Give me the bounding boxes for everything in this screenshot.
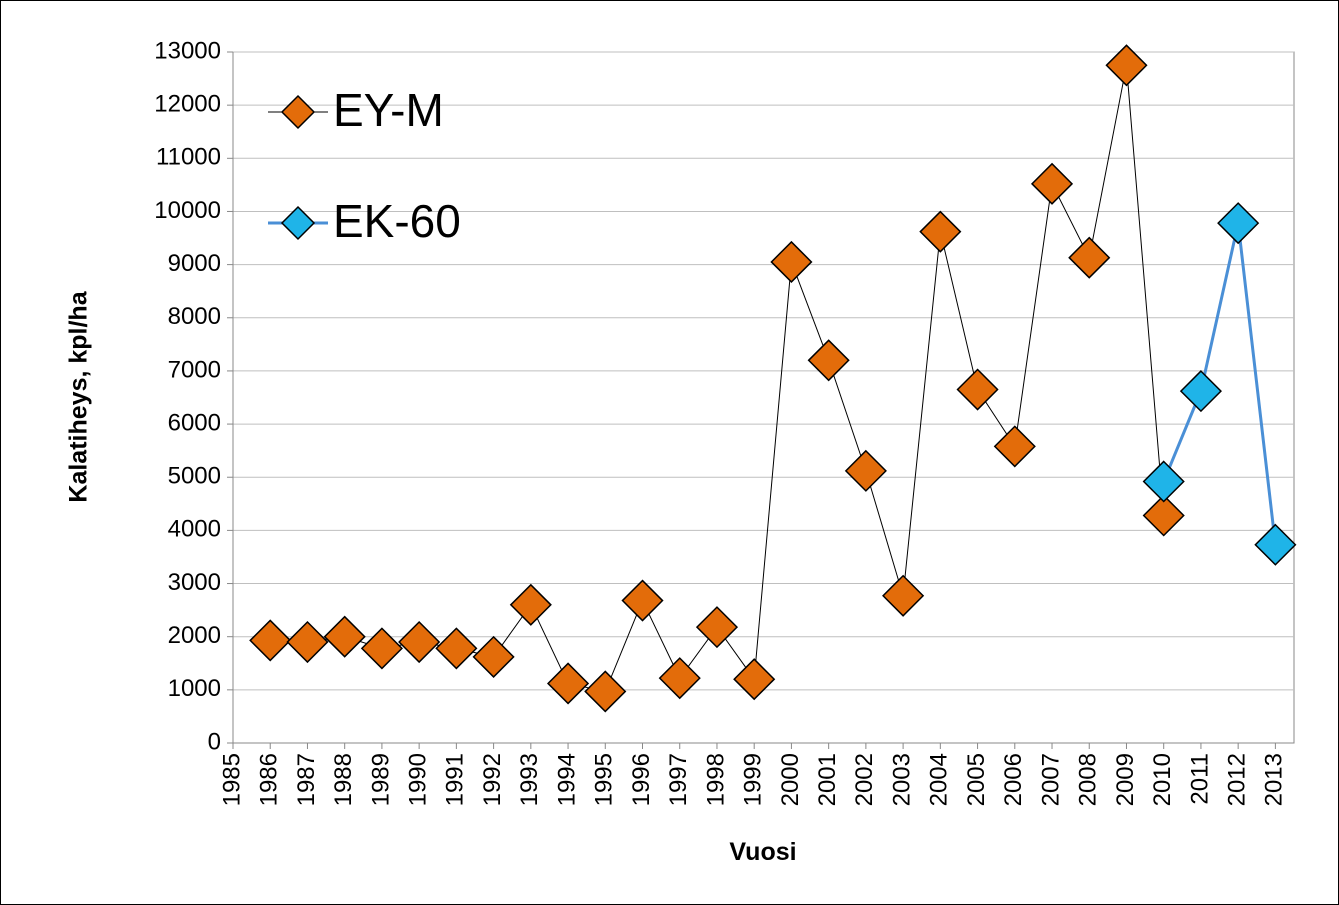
- y-axis-title: Kalatiheys, kpl/ha: [65, 290, 93, 502]
- x-tick-label: 1995: [591, 753, 618, 806]
- x-tick-label: 2004: [926, 753, 953, 806]
- x-tick-label: 2011: [1186, 753, 1213, 805]
- x-tick-label: 2009: [1112, 753, 1139, 806]
- x-tick-label: 1996: [628, 753, 655, 806]
- data-point: [249, 619, 292, 662]
- x-tick-label: 1994: [553, 753, 580, 806]
- y-tick-label: 10000: [154, 197, 221, 224]
- data-point: [360, 627, 403, 670]
- x-tick-label: 1986: [256, 753, 283, 806]
- x-tick-label: 2013: [1261, 753, 1288, 806]
- data-point: [1105, 44, 1148, 87]
- y-tick-label: 3000: [168, 569, 221, 596]
- x-axis-title: Vuosi: [729, 838, 796, 866]
- data-point: [1142, 494, 1185, 537]
- series-line: [1162, 222, 1277, 545]
- x-tick-label: 2001: [814, 753, 841, 806]
- y-tick-label: 9000: [168, 250, 221, 277]
- x-tick-label: 1997: [665, 753, 692, 806]
- data-point: [956, 368, 999, 411]
- x-tick-label: 2007: [1037, 753, 1064, 806]
- data-point: [398, 620, 441, 664]
- x-tick-label: 1993: [516, 753, 543, 806]
- x-tick-label: 2008: [1075, 753, 1102, 806]
- legend-marker: [280, 94, 316, 130]
- x-tick-label: 2000: [777, 753, 804, 806]
- data-point: [882, 574, 925, 617]
- x-tick-label: 1985: [218, 753, 245, 806]
- data-point: [807, 339, 850, 382]
- data-point: [546, 662, 590, 705]
- data-point: [1068, 236, 1111, 279]
- x-tick-label: 1988: [330, 753, 357, 806]
- x-tick-label: 2005: [963, 753, 990, 806]
- x-tick-label: 1992: [479, 753, 506, 806]
- x-tick-label: 1989: [367, 753, 394, 806]
- data-point: [770, 240, 813, 284]
- data-point: [695, 606, 739, 649]
- data-point: [658, 657, 701, 700]
- data-point: [1030, 162, 1074, 205]
- data-point: [435, 627, 478, 670]
- x-tick-label: 2012: [1224, 753, 1251, 806]
- y-tick-label: 13000: [154, 37, 221, 64]
- legend-label: EK-60: [333, 195, 461, 247]
- y-tick-label: 7000: [168, 356, 221, 383]
- data-point: [993, 425, 1036, 468]
- y-tick-label: 6000: [168, 409, 221, 436]
- legend-marker: [280, 205, 316, 241]
- data-point: [323, 615, 366, 658]
- y-tick-label: 0: [208, 728, 221, 755]
- data-point: [919, 210, 962, 253]
- x-tick-label: 2002: [851, 753, 878, 806]
- x-tick-label: 1991: [442, 753, 469, 806]
- data-point: [844, 449, 887, 492]
- y-tick-label: 4000: [168, 516, 221, 543]
- data-point: [286, 620, 329, 664]
- x-tick-label: 1998: [702, 753, 729, 806]
- data-point: [1254, 523, 1297, 566]
- y-tick-label: 8000: [168, 303, 221, 330]
- data-point: [733, 658, 776, 701]
- y-tick-label: 1000: [168, 675, 221, 702]
- data-point: [584, 670, 627, 713]
- data-point: [509, 583, 552, 626]
- x-tick-label: 1987: [293, 753, 320, 806]
- data-point: [1179, 370, 1222, 413]
- data-point: [1217, 202, 1260, 245]
- x-tick-label: 1999: [740, 753, 767, 806]
- x-tick-label: 2010: [1149, 753, 1176, 806]
- data-point: [621, 579, 664, 622]
- data-point: [1142, 460, 1185, 503]
- x-tick-label: 2003: [888, 753, 915, 806]
- plot-area: [232, 51, 1295, 744]
- x-tick-label: 1990: [404, 753, 431, 806]
- y-tick-label: 2000: [168, 622, 221, 649]
- y-tick-label: 11000: [156, 144, 221, 171]
- y-tick-label: 12000: [154, 90, 221, 117]
- x-tick-label: 2006: [1000, 753, 1027, 806]
- y-tick-label: 5000: [168, 463, 221, 490]
- legend-label: EY-M: [333, 84, 444, 136]
- data-point: [472, 635, 515, 678]
